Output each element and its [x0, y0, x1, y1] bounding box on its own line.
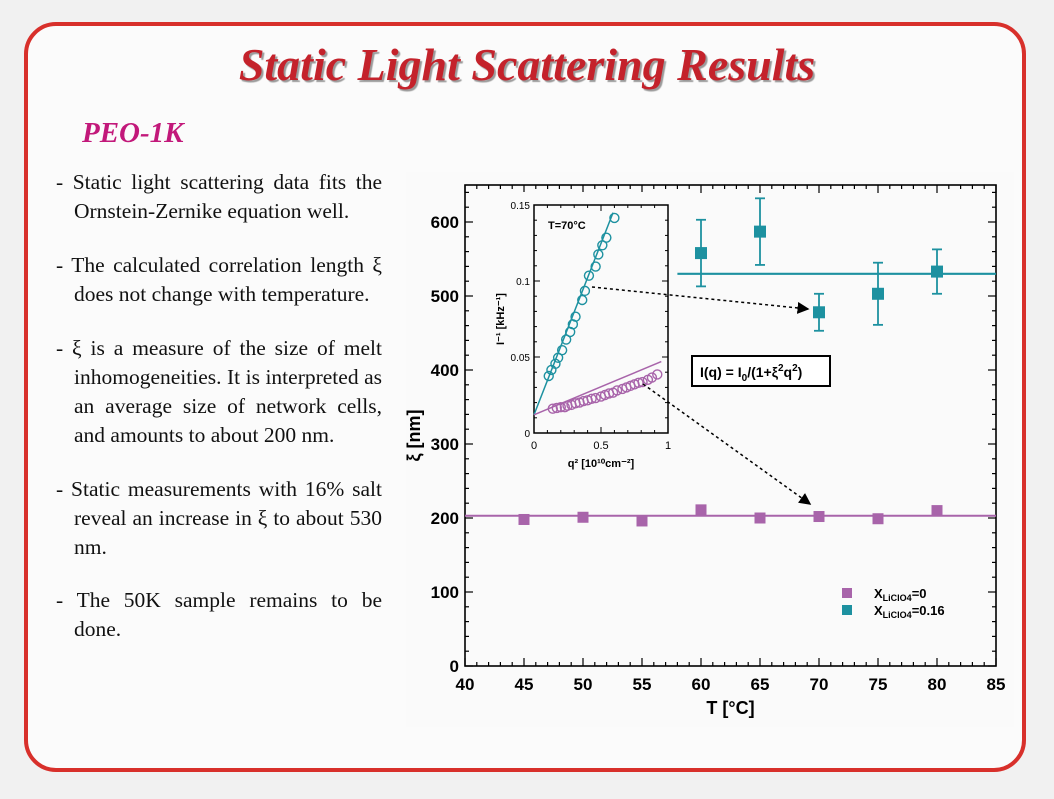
data-point-pure [754, 512, 766, 524]
inset-x-tick-label: 1 [665, 440, 671, 452]
x-tick-label: 70 [810, 675, 829, 694]
inset-point-pure [590, 392, 601, 404]
legend-marker [842, 588, 852, 598]
y-tick-label: 300 [431, 435, 459, 454]
x-tick-label: 65 [751, 675, 770, 694]
bullet-item: - The calculated correlation length ξ do… [56, 253, 382, 306]
inset-x-tick-label: 0 [531, 440, 537, 452]
inset-point-pure [547, 403, 558, 414]
x-tick-label: 45 [515, 675, 534, 694]
inset-y-tick-label: 0.15 [511, 201, 531, 212]
data-point-pure [636, 515, 648, 527]
x-tick-label: 50 [574, 675, 593, 694]
inset-point-salt [556, 344, 568, 356]
bullet-item: - ξ is a measure of the size of melt inh… [56, 336, 382, 447]
inset-point-salt [593, 249, 604, 260]
data-point-pure [695, 504, 707, 516]
y-tick-label: 600 [431, 213, 459, 232]
y-tick-label: 100 [431, 583, 459, 602]
y-axis-label: ξ [nm] [404, 409, 425, 461]
inset-fit-line-salt [533, 212, 614, 416]
inset-point-salt [577, 294, 588, 306]
data-point-salt [813, 306, 825, 319]
inset-point-pure [551, 402, 562, 414]
x-axis-label: T [°C] [706, 698, 754, 718]
y-tick-label: 400 [431, 361, 459, 380]
scatter-chart: 40 45 50 55 60 65 70 75 80 850100200300400500600T… [404, 172, 1014, 727]
bullet-list: - Static light scattering data fits the … [56, 168, 382, 669]
bullet-item: - Static measurements with 16% salt reve… [56, 477, 382, 559]
inset-point-pure [611, 385, 623, 396]
legend-marker [842, 605, 852, 615]
inset-background [496, 192, 674, 468]
inset-point-salt [590, 261, 601, 272]
data-point-salt [872, 287, 884, 300]
legend-label: XLiClO4=0.16 [874, 603, 945, 620]
plot-frame [464, 184, 997, 667]
data-point-salt [931, 265, 943, 278]
arrow-to-pure [642, 383, 812, 505]
inset-x-tick-label: 0.5 [593, 440, 608, 452]
chart-annotations: I(q) = I0/(1+ξ2q2) [591, 286, 831, 505]
inset-point-pure [633, 377, 644, 389]
x-tick-label: 40 [456, 675, 475, 694]
y-tick-label: 0 [450, 657, 459, 676]
inset-point-pure [555, 401, 567, 413]
inset-y-tick-label: 0.05 [511, 353, 531, 364]
inset-annotation: T=70°C [548, 220, 586, 232]
data-point-pure [931, 505, 943, 517]
data-point-pure [813, 511, 825, 523]
x-tick-label: 60 [692, 675, 711, 694]
inset-point-pure [586, 393, 597, 405]
inset-fit-line-pure [533, 360, 662, 416]
inset-x-axis-label: q² [10¹⁰cm⁻²] [568, 458, 635, 470]
y-tick-label: 200 [431, 509, 459, 528]
inset-point-salt [601, 232, 612, 243]
arrow-to-salt [591, 286, 810, 314]
inset-point-salt [543, 370, 554, 382]
slide-subtitle: PEO-1K [82, 117, 184, 149]
inset-y-axis-label: I⁻¹ [kHz⁻¹] [495, 293, 507, 345]
inset-point-pure [637, 376, 648, 388]
bullet-item: - The 50K sample remains to be done. [56, 588, 382, 641]
x-tick-label: 75 [869, 675, 888, 694]
inset-y-tick-label: 0.1 [516, 277, 530, 288]
data-point-salt [695, 247, 707, 260]
inset-plot: 0 0.5 1 0 0.05 0.1 0.15 q² [10¹⁰cm⁻²] I⁻¹ [kHz⁻¹… [495, 192, 674, 470]
main-plot: 40 45 50 55 60 65 70 75 80 850100200300400500600T… [404, 184, 1006, 718]
inset-point-pure [559, 401, 571, 413]
y-tick-label: 500 [431, 287, 459, 306]
inset-point-pure [646, 372, 658, 383]
formula-box [691, 355, 831, 387]
x-tick-label: 55 [633, 675, 652, 694]
slide-title: Static Light Scattering Results [238, 39, 816, 90]
legend-label: XLiClO4=0 [874, 586, 927, 603]
data-point-salt [754, 225, 766, 238]
inset-point-salt [579, 285, 591, 297]
bullet-item: - Static light scattering data fits the … [56, 170, 382, 223]
inset-point-salt [570, 311, 581, 322]
formula-text: I(q) = I0/(1+ξ2q2) [700, 363, 802, 384]
inset-y-tick-label: 0 [524, 429, 530, 440]
x-tick-label: 80 [928, 675, 947, 694]
data-point-pure [518, 513, 530, 525]
data-point-pure [872, 513, 884, 525]
data-point-pure [577, 511, 589, 523]
inset-point-salt [583, 270, 595, 281]
inset-point-salt [609, 212, 620, 224]
inset-point-pure [652, 369, 663, 380]
inset-point-salt [550, 358, 561, 370]
x-tick-label: 85 [987, 675, 1006, 694]
